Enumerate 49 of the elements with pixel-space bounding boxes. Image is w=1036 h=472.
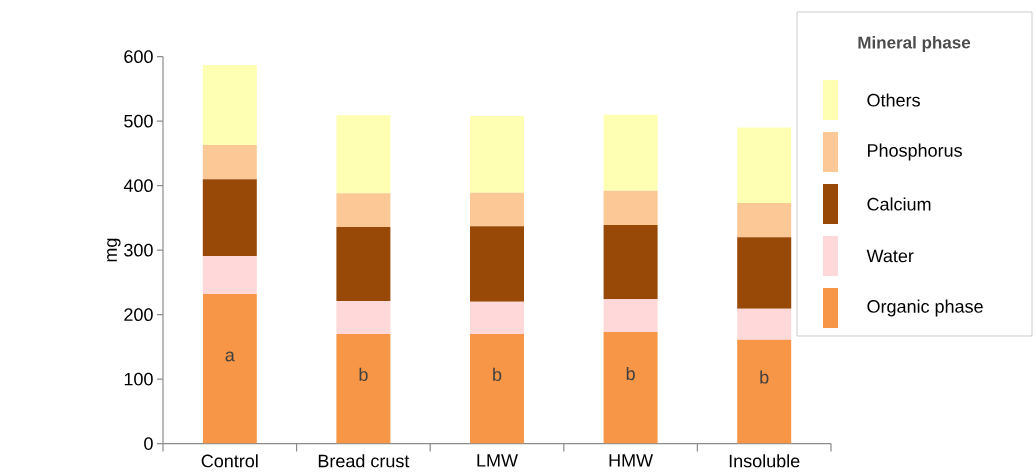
bar <box>603 299 658 333</box>
bar <box>603 332 658 444</box>
bar <box>336 115 391 194</box>
legend-label: Calcium <box>867 197 931 211</box>
x-tick-label: Control <box>201 454 258 468</box>
y-tick-label: 200 <box>124 308 153 321</box>
y-tick-label: 600 <box>124 50 153 63</box>
bar <box>603 224 658 300</box>
bar <box>202 65 257 145</box>
bar <box>737 308 792 340</box>
bar <box>737 203 792 238</box>
bar <box>202 179 257 256</box>
bar <box>470 301 524 334</box>
x-tick-label: Bread crust <box>318 454 410 468</box>
y-axis-title: mg <box>107 238 121 262</box>
legend-label: Others <box>867 93 920 107</box>
legend-label: Organic phase <box>867 299 983 317</box>
data-label: b <box>626 366 635 381</box>
bar <box>470 226 524 302</box>
bar <box>202 144 257 180</box>
y-tick-label: 300 <box>124 243 153 257</box>
bar <box>737 127 792 204</box>
bar <box>737 339 792 444</box>
bar <box>336 193 391 227</box>
bar <box>336 333 391 444</box>
y-tick-label: 400 <box>123 179 153 192</box>
bar <box>470 333 524 444</box>
legend-label: Phosphorus <box>868 143 962 161</box>
bar <box>737 237 792 309</box>
y-tick-label: 500 <box>124 114 153 128</box>
x-tick-label: LMW <box>477 454 518 467</box>
bar <box>470 115 524 193</box>
y-tick-label: 0 <box>144 437 153 450</box>
legend-label: Water <box>866 249 914 263</box>
bar <box>336 301 391 334</box>
legend-title: Mineral phase <box>858 36 971 52</box>
bar <box>202 255 257 294</box>
x-tick-label: Insoluble <box>729 454 800 468</box>
bar <box>202 293 257 444</box>
bar <box>336 226 391 302</box>
data-label: a <box>225 351 235 362</box>
bar <box>603 190 658 225</box>
bar <box>470 192 524 227</box>
bar <box>603 114 658 191</box>
x-tick-label: HMW <box>609 454 654 467</box>
data-label: b <box>359 367 368 382</box>
data-label: b <box>493 367 502 382</box>
y-tick-label: 100 <box>124 372 153 386</box>
data-label: b <box>760 370 769 384</box>
